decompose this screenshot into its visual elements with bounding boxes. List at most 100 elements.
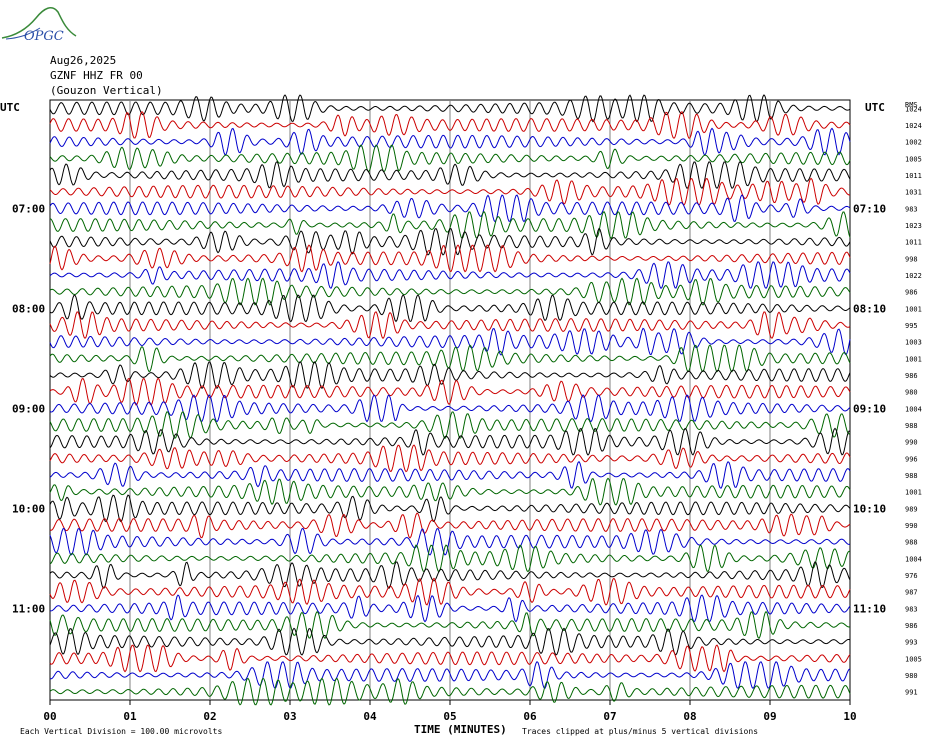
date-label: Aug26,2025 xyxy=(50,54,117,67)
seismic-trace xyxy=(49,627,851,656)
seismic-trace xyxy=(49,327,851,356)
seismic-trace xyxy=(49,377,851,406)
seismic-trace xyxy=(49,477,851,506)
rms-value: 983 xyxy=(905,605,918,613)
seismic-trace xyxy=(49,127,851,156)
seismic-trace xyxy=(49,311,851,340)
seismic-trace xyxy=(49,494,851,523)
rms-value: 990 xyxy=(905,439,918,447)
rms-value: 1031 xyxy=(905,189,922,197)
rms-value: 1005 xyxy=(905,155,922,163)
rms-value: 995 xyxy=(905,322,918,330)
seismic-trace xyxy=(49,144,851,173)
clip-note: Traces clipped at plus/minus 5 vertical … xyxy=(522,727,758,736)
seismic-trace xyxy=(49,677,851,706)
seismic-trace xyxy=(49,177,851,206)
seismic-trace xyxy=(49,411,851,440)
seismic-trace xyxy=(49,460,851,489)
x-tick-label: 04 xyxy=(363,710,377,723)
seismic-trace xyxy=(49,210,851,240)
seismic-trace xyxy=(49,444,851,473)
rms-value: 1001 xyxy=(905,305,922,313)
rms-value: 1005 xyxy=(905,655,922,663)
seismic-trace xyxy=(49,512,851,539)
rms-value: 986 xyxy=(905,622,918,630)
rms-value: 986 xyxy=(905,289,918,297)
seismic-trace xyxy=(49,610,851,640)
seismic-trace xyxy=(49,361,851,390)
rms-value: 1001 xyxy=(905,489,922,497)
rms-header: RMS xyxy=(905,101,918,109)
seismic-trace xyxy=(49,227,851,256)
right-time-label: 09:10 xyxy=(853,402,886,415)
station-label: GZNF HHZ FR 00 xyxy=(50,69,143,82)
seismic-trace xyxy=(49,577,851,606)
rms-value: 1011 xyxy=(905,172,922,180)
logo-text: OPGC xyxy=(24,29,64,44)
rms-value: 1003 xyxy=(905,339,922,347)
right-time-label: 08:10 xyxy=(853,302,886,315)
rms-value: 1011 xyxy=(905,239,922,247)
rms-value: 988 xyxy=(905,539,918,547)
time-grid xyxy=(49,99,851,701)
rms-value: 989 xyxy=(905,505,918,513)
x-tick-labels: 00 01 02 03 04 05 06 07 08 09 10 xyxy=(43,700,857,723)
x-tick-label: 01 xyxy=(123,710,137,723)
seismic-trace xyxy=(49,294,851,323)
right-time-label: 10:10 xyxy=(853,502,886,515)
seismic-trace xyxy=(49,110,851,140)
seismic-trace xyxy=(49,594,851,623)
seismic-traces xyxy=(49,94,851,706)
rms-value: 986 xyxy=(905,372,918,380)
left-time-label: 07:00 xyxy=(12,202,45,215)
rms-value: 1024 xyxy=(905,122,922,130)
seismic-trace xyxy=(49,261,851,290)
rms-value: 1023 xyxy=(905,222,922,230)
rms-value: 990 xyxy=(905,522,918,530)
seismic-trace xyxy=(49,561,851,590)
rms-labels: 1024 1024 1002 1005 1011 1031 983 1023 1011 998 10… xyxy=(905,105,922,696)
seismic-trace xyxy=(49,660,851,690)
rms-value: 983 xyxy=(905,205,918,213)
rms-value: 980 xyxy=(905,672,918,680)
rms-value: 976 xyxy=(905,572,918,580)
opgc-logo: OPGC xyxy=(1,7,77,44)
x-tick-label: 03 xyxy=(283,710,296,723)
rms-value: 980 xyxy=(905,389,918,397)
seismic-trace xyxy=(49,194,851,223)
rms-value: 1024 xyxy=(905,105,922,113)
x-tick-label: 06 xyxy=(523,710,537,723)
rms-value: 996 xyxy=(905,455,918,463)
seismic-trace xyxy=(49,544,851,573)
left-time-label: 10:00 xyxy=(12,502,45,515)
x-tick-label: 10 xyxy=(843,710,856,723)
x-tick-label: 00 xyxy=(43,710,56,723)
seismic-trace xyxy=(49,277,851,306)
rms-value: 988 xyxy=(905,472,918,480)
x-tick-label: 09 xyxy=(763,710,776,723)
time-labels: 07:00 08:00 09:00 10:00 11:00 07:10 08:10 09:10… xyxy=(12,202,886,615)
seismic-trace xyxy=(49,244,851,273)
rms-value: 987 xyxy=(905,589,918,597)
left-utc-label: UTC xyxy=(0,101,20,114)
x-axis-title: TIME (MINUTES) xyxy=(414,723,507,736)
rms-value: 991 xyxy=(905,689,918,697)
rms-value: 993 xyxy=(905,639,918,647)
seismic-trace xyxy=(49,644,851,673)
scale-note: Each Vertical Division = 100.00 microvol… xyxy=(20,727,222,736)
left-time-label: 09:00 xyxy=(12,402,45,415)
right-time-label: 07:10 xyxy=(853,202,886,215)
x-tick-label: 08 xyxy=(683,710,696,723)
left-time-label: 08:00 xyxy=(12,302,45,315)
right-utc-label: UTC xyxy=(865,101,885,114)
right-time-label: 11:10 xyxy=(853,602,886,615)
rms-value: 1022 xyxy=(905,272,922,280)
rms-value: 1002 xyxy=(905,139,922,147)
rms-value: 998 xyxy=(905,255,918,263)
seismic-trace xyxy=(49,94,851,123)
rms-value: 988 xyxy=(905,422,918,430)
rms-value: 1001 xyxy=(905,355,922,363)
left-time-label: 11:00 xyxy=(12,602,45,615)
seismic-trace xyxy=(49,427,851,456)
